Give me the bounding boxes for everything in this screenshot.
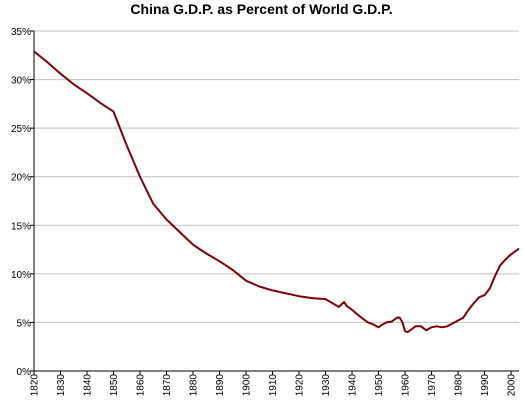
x-tick-label: 1840	[83, 374, 94, 397]
y-tick-label: 20%	[11, 173, 31, 184]
x-tick-label: 1960	[401, 374, 412, 397]
y-tick-label: 0%	[17, 367, 32, 378]
tick-labels: 0% 5% 10% 15% 20% 25% 30% 35% 1820 1830 1840 1850 18…	[11, 27, 518, 396]
x-tick-label: 1880	[189, 374, 200, 397]
x-tick-label: 1890	[215, 374, 226, 397]
y-tick-label: 25%	[11, 124, 31, 135]
y-tick-label: 35%	[11, 27, 31, 38]
chart-title: China G.D.P. as Percent of World G.D.P.	[130, 1, 393, 17]
x-tick-label: 1860	[136, 374, 147, 397]
x-tick-label: 1970	[427, 374, 438, 397]
x-tick-label: 1900	[242, 374, 253, 397]
x-tick-label: 1980	[454, 374, 465, 397]
series-layer	[33, 50, 520, 334]
x-tick-label: 1870	[162, 374, 173, 397]
series-line	[33, 50, 520, 334]
x-tick-label: 1910	[268, 374, 279, 397]
x-tick-label: 1830	[56, 374, 67, 397]
x-tick-label: 1940	[348, 374, 359, 397]
x-tick-label: 1930	[321, 374, 332, 397]
x-tick-label: 1990	[480, 374, 491, 397]
x-tick-label: 1950	[374, 374, 385, 397]
x-tick-label: 1820	[30, 374, 41, 397]
y-tick-label: 15%	[11, 221, 31, 232]
gridlines	[34, 30, 519, 323]
axes	[30, 30, 519, 375]
y-tick-label: 30%	[11, 76, 31, 87]
y-tick-label: 5%	[17, 318, 32, 329]
x-tick-label: 2000	[507, 374, 518, 397]
x-tick-label: 1920	[295, 374, 306, 397]
x-tick-label: 1850	[109, 374, 120, 397]
y-tick-label: 10%	[11, 270, 31, 281]
